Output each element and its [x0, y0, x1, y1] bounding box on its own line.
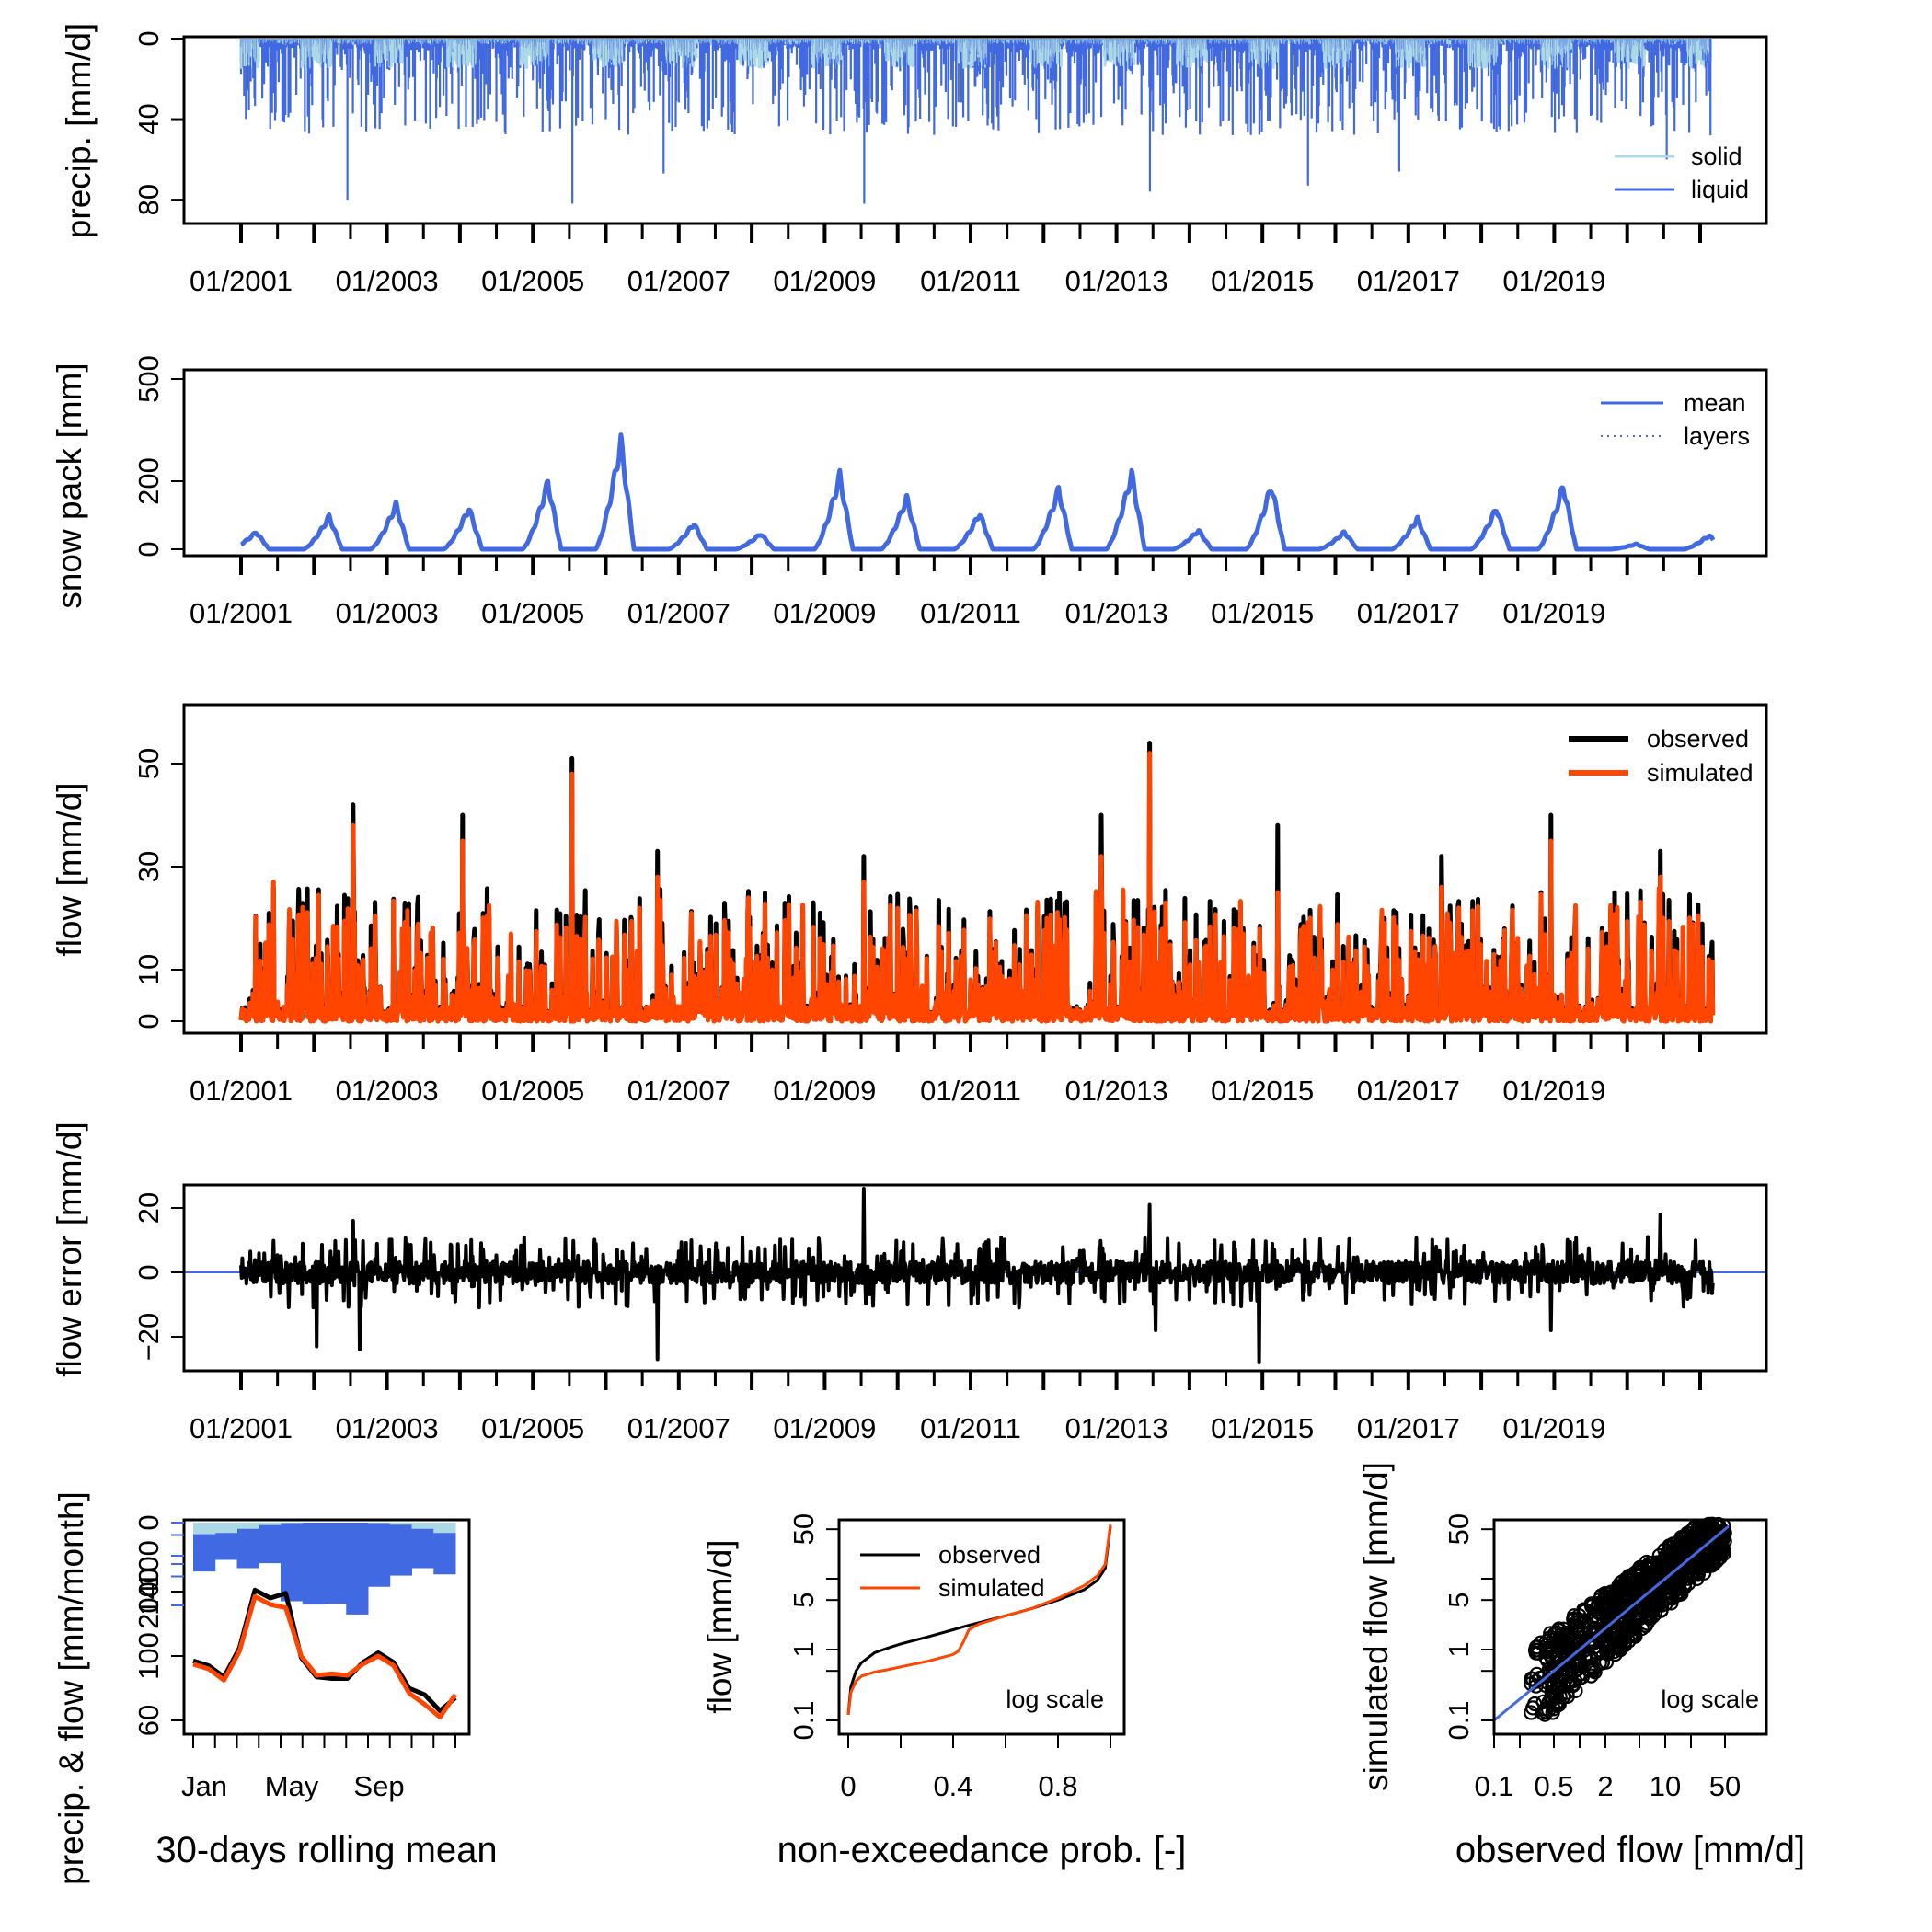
flow-y-tick-label: 30 — [132, 851, 165, 882]
snowpack-y-axis: 0 200 500 — [132, 355, 184, 558]
snowpack-x-tick-label: 01/2009 — [773, 597, 876, 629]
precip-x-tick-label: 01/2001 — [190, 265, 293, 297]
precip-x-tick-label: 01/2015 — [1211, 265, 1314, 297]
snowpack-plot-frame — [182, 368, 1768, 558]
flow-x-axis: 01/2001 01/2003 01/2005 01/2007 01/2009 01/20… — [190, 1034, 1702, 1107]
snowpack-x-tick-label: 01/2011 — [920, 597, 1021, 629]
precip-x-tick-label: 01/2013 — [1065, 265, 1168, 297]
precip-y-tick-label: 80 — [132, 184, 165, 215]
snowpack-y-label: snow pack [mm] — [51, 362, 88, 608]
precip-y-tick-label: 40 — [132, 103, 165, 134]
snowpack-x-tick-label: 01/2013 — [1065, 597, 1168, 629]
precip-y-tick-label: 0 — [132, 30, 165, 46]
flow-y-tick-label: 0 — [132, 1013, 165, 1029]
flow-y-tick-label: 10 — [132, 954, 165, 985]
snowpack-x-tick-label: 01/2001 — [190, 597, 293, 629]
snowpack-x-tick-label: 01/2019 — [1502, 597, 1605, 629]
legend-liquid-label: liquid — [1691, 176, 1749, 203]
precip-x-tick-label: 01/2007 — [627, 265, 730, 297]
precip-x-tick-label: 01/2005 — [481, 265, 584, 297]
snowpack-x-tick-label: 01/2007 — [627, 597, 730, 629]
flow-y-axis: 0 10 30 50 — [132, 748, 184, 1029]
precip-x-tick-label: 01/2017 — [1357, 265, 1460, 297]
snowpack-x-tick-label: 01/2017 — [1357, 597, 1460, 629]
snowpack-y-tick-label: 0 — [132, 541, 165, 557]
precip-x-axis: 01/2001 01/2003 01/2005 01/2007 01/2009 01/20… — [190, 224, 1702, 297]
snowpack-x-tick-label: 01/2003 — [336, 597, 439, 629]
precip-legend: solid liquid — [1615, 143, 1749, 203]
flow-panel: 0 10 30 50 01/2001 01/2003 01/2005 01/2007 01/2… — [51, 703, 1768, 1107]
flow-y-tick-label: 50 — [132, 748, 165, 779]
legend-mean-label: mean — [1684, 389, 1746, 417]
snowpack-x-tick-label: 01/2015 — [1211, 597, 1314, 629]
precip-y-label: precip. [mm/d] — [60, 23, 98, 238]
legend-layers-label: layers — [1684, 422, 1750, 450]
simulated-flow-line — [238, 751, 1716, 1024]
precip-x-tick-label: 01/2009 — [773, 265, 876, 297]
legend-solid-label: solid — [1691, 143, 1742, 170]
snowpack-x-axis: 01/2001 01/2003 01/2005 01/2007 01/2009 01/20… — [190, 557, 1702, 629]
precip-bars — [239, 39, 1712, 204]
precip-x-tick-label: 01/2011 — [920, 265, 1021, 297]
snowpack-legend: mean layers — [1601, 389, 1750, 450]
snow-mean-line — [239, 432, 1716, 552]
precip-y-axis: 0 40 80 — [132, 30, 184, 215]
snowpack-y-tick-label: 500 — [132, 355, 165, 403]
precip-plot-frame — [182, 35, 1768, 225]
precip-x-tick-label: 01/2019 — [1502, 265, 1605, 297]
precip-x-tick-label: 01/2003 — [336, 265, 439, 297]
flow-plot-frame — [182, 703, 1768, 1035]
snowpack-y-tick-label: 200 — [132, 457, 165, 505]
snowpack-x-tick-label: 01/2005 — [481, 597, 584, 629]
